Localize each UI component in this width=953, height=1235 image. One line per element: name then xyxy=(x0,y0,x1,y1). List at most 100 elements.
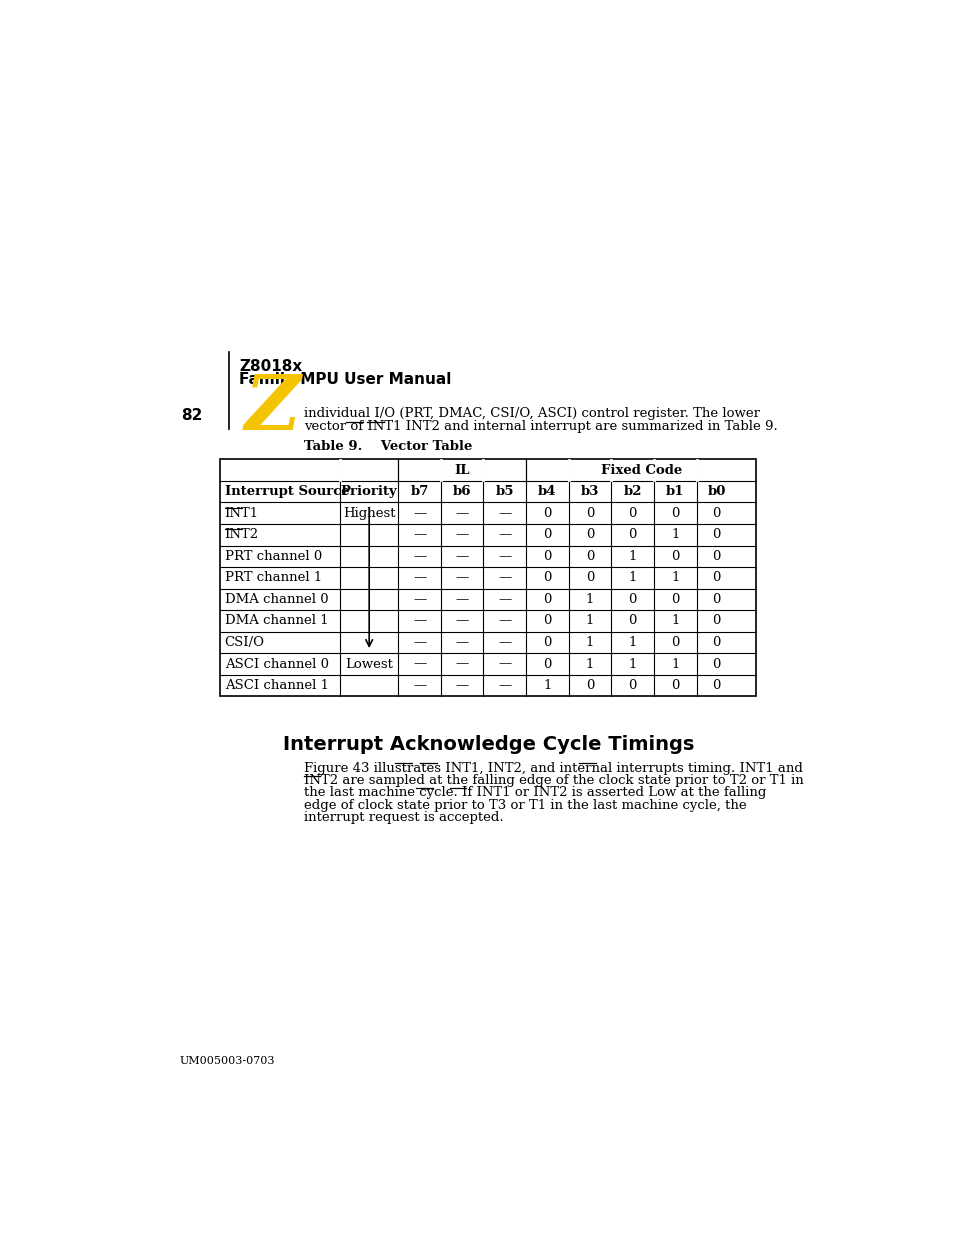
Text: —: — xyxy=(413,506,426,520)
Text: individual I/O (PRT, DMAC, CSI/O, ASCI) control register. The lower: individual I/O (PRT, DMAC, CSI/O, ASCI) … xyxy=(303,408,759,420)
Text: 0: 0 xyxy=(670,593,679,606)
Text: edge of clock state prior to T3 or T1 in the last machine cycle, the: edge of clock state prior to T3 or T1 in… xyxy=(303,799,745,811)
Text: 1: 1 xyxy=(670,615,679,627)
Text: PRT channel 0: PRT channel 0 xyxy=(224,550,321,563)
Text: 1: 1 xyxy=(542,679,551,692)
Text: 1: 1 xyxy=(670,657,679,671)
Text: 1: 1 xyxy=(628,572,637,584)
Text: Highest: Highest xyxy=(342,506,395,520)
Text: 1: 1 xyxy=(628,657,637,671)
Text: —: — xyxy=(497,550,511,563)
Text: b6: b6 xyxy=(453,485,471,498)
Text: 0: 0 xyxy=(542,615,551,627)
Text: DMA channel 1: DMA channel 1 xyxy=(224,615,328,627)
Text: —: — xyxy=(497,636,511,650)
Text: 0: 0 xyxy=(628,593,637,606)
Text: —: — xyxy=(456,636,468,650)
Text: b1: b1 xyxy=(665,485,684,498)
Text: —: — xyxy=(413,679,426,692)
Text: Figure 43 illustrates INT1, INT2, and internal interrupts timing. INT1 and: Figure 43 illustrates INT1, INT2, and in… xyxy=(303,762,801,774)
Text: Fixed Code: Fixed Code xyxy=(600,463,681,477)
Text: Interrupt Source: Interrupt Source xyxy=(224,485,349,498)
Text: 0: 0 xyxy=(542,529,551,541)
Text: Lowest: Lowest xyxy=(345,657,393,671)
Text: 0: 0 xyxy=(585,572,594,584)
Text: —: — xyxy=(497,593,511,606)
Text: —: — xyxy=(456,529,468,541)
Text: 1: 1 xyxy=(585,593,594,606)
Text: —: — xyxy=(456,679,468,692)
Text: INT1: INT1 xyxy=(224,506,258,520)
Text: PRT channel 1: PRT channel 1 xyxy=(224,572,321,584)
Text: —: — xyxy=(413,572,426,584)
Text: Z: Z xyxy=(245,372,300,446)
Text: 0: 0 xyxy=(585,529,594,541)
Text: DMA channel 0: DMA channel 0 xyxy=(224,593,328,606)
Text: —: — xyxy=(497,657,511,671)
Text: CSI/O: CSI/O xyxy=(224,636,264,650)
Text: 0: 0 xyxy=(712,550,720,563)
Text: —: — xyxy=(413,550,426,563)
Text: 0: 0 xyxy=(628,615,637,627)
Text: UM005003-0703: UM005003-0703 xyxy=(179,1056,274,1066)
Text: 0: 0 xyxy=(712,506,720,520)
Text: —: — xyxy=(456,657,468,671)
Text: —: — xyxy=(497,572,511,584)
Text: —: — xyxy=(413,636,426,650)
Text: —: — xyxy=(413,593,426,606)
Text: —: — xyxy=(456,615,468,627)
Text: 1: 1 xyxy=(585,657,594,671)
Text: 1: 1 xyxy=(585,636,594,650)
Text: —: — xyxy=(456,572,468,584)
Text: 0: 0 xyxy=(628,506,637,520)
Text: 0: 0 xyxy=(712,529,720,541)
Text: ASCI channel 0: ASCI channel 0 xyxy=(224,657,328,671)
Text: —: — xyxy=(456,506,468,520)
Text: —: — xyxy=(413,615,426,627)
Text: b2: b2 xyxy=(622,485,641,498)
Text: —: — xyxy=(497,529,511,541)
Text: 0: 0 xyxy=(542,572,551,584)
Text: b0: b0 xyxy=(707,485,725,498)
Text: 0: 0 xyxy=(628,679,637,692)
Text: 1: 1 xyxy=(628,550,637,563)
Text: 0: 0 xyxy=(628,529,637,541)
Text: Table 9.    Vector Table: Table 9. Vector Table xyxy=(303,440,472,453)
Text: 0: 0 xyxy=(670,506,679,520)
Text: 82: 82 xyxy=(181,408,202,422)
Text: —: — xyxy=(413,529,426,541)
Text: —: — xyxy=(497,679,511,692)
Text: interrupt request is accepted.: interrupt request is accepted. xyxy=(303,811,503,824)
Text: 0: 0 xyxy=(542,550,551,563)
Text: 0: 0 xyxy=(542,657,551,671)
Text: 0: 0 xyxy=(670,636,679,650)
Text: —: — xyxy=(497,506,511,520)
Text: 0: 0 xyxy=(542,506,551,520)
Text: INT2: INT2 xyxy=(224,529,258,541)
Text: 1: 1 xyxy=(670,529,679,541)
Text: ASCI channel 1: ASCI channel 1 xyxy=(224,679,328,692)
Text: IL: IL xyxy=(454,463,470,477)
Text: 1: 1 xyxy=(628,636,637,650)
Text: 0: 0 xyxy=(712,679,720,692)
Text: 0: 0 xyxy=(542,636,551,650)
Text: 0: 0 xyxy=(712,572,720,584)
Text: 0: 0 xyxy=(585,550,594,563)
Text: 1: 1 xyxy=(670,572,679,584)
Text: vector of INT1 INT2 and internal interrupt are summarized in Table 9.: vector of INT1 INT2 and internal interru… xyxy=(303,420,777,432)
Text: —: — xyxy=(456,593,468,606)
Text: b5: b5 xyxy=(495,485,514,498)
Text: Interrupt Acknowledge Cycle Timings: Interrupt Acknowledge Cycle Timings xyxy=(283,736,694,755)
Text: 0: 0 xyxy=(670,550,679,563)
Text: 0: 0 xyxy=(712,615,720,627)
Text: —: — xyxy=(413,657,426,671)
Text: 0: 0 xyxy=(712,593,720,606)
Text: Z8018x: Z8018x xyxy=(239,358,302,374)
Text: —: — xyxy=(497,615,511,627)
Text: Priority: Priority xyxy=(340,485,397,498)
Text: 0: 0 xyxy=(585,679,594,692)
Text: 0: 0 xyxy=(542,593,551,606)
Text: Family MPU User Manual: Family MPU User Manual xyxy=(239,373,452,388)
Text: 0: 0 xyxy=(712,657,720,671)
Text: the last machine cycle. If INT1 or INT2 is asserted Low at the falling: the last machine cycle. If INT1 or INT2 … xyxy=(303,787,765,799)
